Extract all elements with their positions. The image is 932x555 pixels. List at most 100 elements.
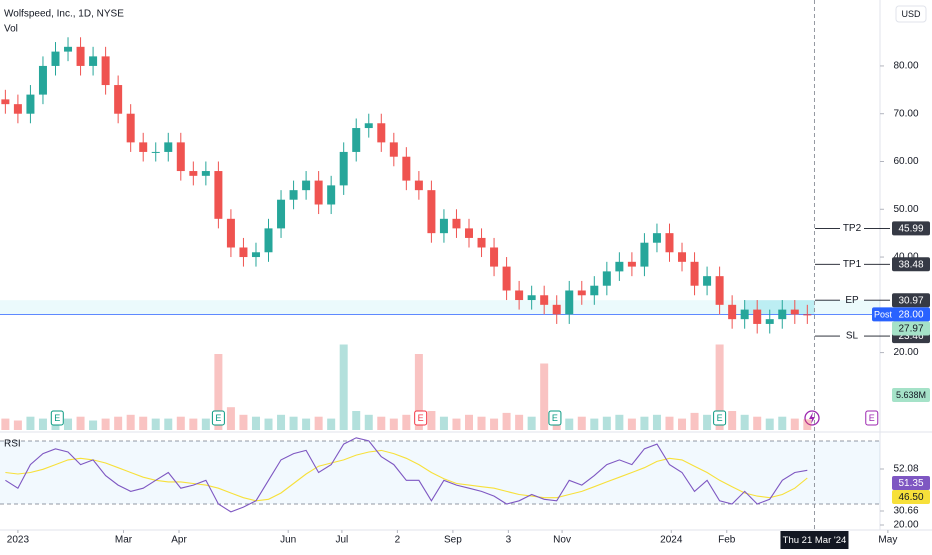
candle-body	[277, 199, 286, 229]
volume-bar	[414, 354, 423, 430]
candle-body	[602, 271, 611, 286]
candle-body	[239, 247, 248, 258]
candle-body	[753, 309, 762, 324]
volume-bar	[64, 418, 73, 430]
volume-bar	[615, 414, 624, 430]
volume-bar	[627, 418, 636, 430]
earnings-marker[interactable]	[865, 410, 879, 426]
earnings-label[interactable]: E	[552, 413, 558, 423]
y-tick-label: 60.00	[893, 156, 918, 167]
volume-bar	[439, 416, 448, 430]
x-tick-label: May	[878, 535, 897, 546]
candle-body	[139, 142, 148, 152]
candle-body	[377, 123, 386, 143]
candle-body	[51, 51, 60, 66]
candle-body	[126, 113, 135, 143]
volume-bar	[377, 416, 386, 430]
earnings-label[interactable]: E	[418, 413, 424, 423]
volume-bar	[728, 411, 737, 430]
candle-body	[427, 190, 436, 234]
volume-bar	[790, 418, 799, 430]
volume-bar	[753, 416, 762, 430]
level-value: 38.48	[898, 259, 923, 270]
y-tick-label: 80.00	[893, 61, 918, 72]
last-price-value: 27.97	[898, 324, 923, 335]
candle-body	[101, 56, 110, 86]
candle-body	[302, 180, 311, 191]
volume-bar	[652, 414, 661, 430]
x-tick-label: Nov	[553, 535, 571, 546]
volume-bar	[515, 414, 524, 430]
candle-body	[652, 233, 661, 243]
candle-body	[64, 46, 73, 52]
level-value: 30.97	[898, 295, 923, 306]
rsi-tick-label: 30.66	[893, 506, 918, 517]
level-badge	[892, 293, 930, 308]
volume-bar	[189, 418, 198, 430]
rsi-band-fill	[0, 440, 880, 504]
earnings-marker[interactable]	[50, 410, 64, 426]
rsi-line	[5, 437, 808, 513]
candle-body	[627, 261, 636, 267]
earnings-label[interactable]: E	[717, 413, 723, 423]
candle-body	[665, 233, 674, 253]
candle-body	[678, 252, 687, 262]
x-tick-label: 3	[506, 535, 512, 546]
volume-bar	[327, 418, 336, 430]
candle-body	[114, 85, 123, 114]
volume-bar	[76, 416, 85, 430]
post-market-badge	[892, 307, 930, 322]
volume-bar	[201, 418, 210, 430]
volume-bar	[277, 414, 286, 430]
volume-bar	[427, 411, 436, 430]
rsi-badge	[892, 490, 930, 504]
earnings-label[interactable]: E	[869, 413, 875, 423]
lightning-icon	[804, 410, 820, 426]
volume-bar	[778, 416, 787, 430]
candle-body	[76, 46, 85, 66]
volume-bar	[464, 414, 473, 430]
rsi-line	[5, 449, 808, 502]
volume-bar	[690, 412, 699, 430]
earnings-marker[interactable]	[211, 410, 225, 426]
candle-body	[778, 309, 787, 320]
x-tick-label: Sep	[444, 535, 462, 546]
candle-body	[264, 228, 273, 253]
chart-title: Wolfspeed, Inc., 1D, NYSE	[4, 9, 124, 20]
candle-body	[439, 218, 448, 234]
level-name: EP	[845, 295, 859, 306]
candle-body	[590, 285, 599, 296]
volume-bar	[740, 414, 749, 430]
volume-bar	[590, 418, 599, 430]
currency-label[interactable]: USD	[901, 9, 921, 19]
candle-body	[452, 218, 461, 229]
earnings-label[interactable]: E	[54, 413, 60, 423]
candle-body	[352, 128, 361, 152]
y-tick-label: 70.00	[893, 108, 918, 119]
volume-bar	[502, 412, 511, 430]
volume-bar	[803, 419, 812, 430]
candle-body	[364, 123, 373, 129]
level-value: 45.99	[898, 224, 923, 235]
level-name: TP1	[843, 259, 862, 270]
volume-bar	[314, 416, 323, 430]
candle-body	[690, 261, 699, 286]
earnings-marker[interactable]	[548, 410, 562, 426]
level-badge	[892, 221, 930, 236]
volume-bar	[13, 420, 22, 430]
volume-bar	[89, 420, 98, 430]
earnings-marker[interactable]	[713, 410, 727, 426]
earnings-marker[interactable]	[414, 410, 428, 426]
entry-zone	[0, 300, 880, 315]
candle-body	[640, 242, 649, 267]
earnings-label[interactable]: E	[215, 413, 221, 423]
volume-bar	[339, 344, 348, 430]
level-badge	[892, 257, 930, 272]
candle-body	[515, 290, 524, 301]
candle-body	[38, 65, 47, 95]
candle-body	[289, 190, 298, 200]
currency-button[interactable]	[895, 5, 927, 23]
rsi-value: 51.35	[898, 478, 923, 489]
candle-body	[314, 180, 323, 205]
